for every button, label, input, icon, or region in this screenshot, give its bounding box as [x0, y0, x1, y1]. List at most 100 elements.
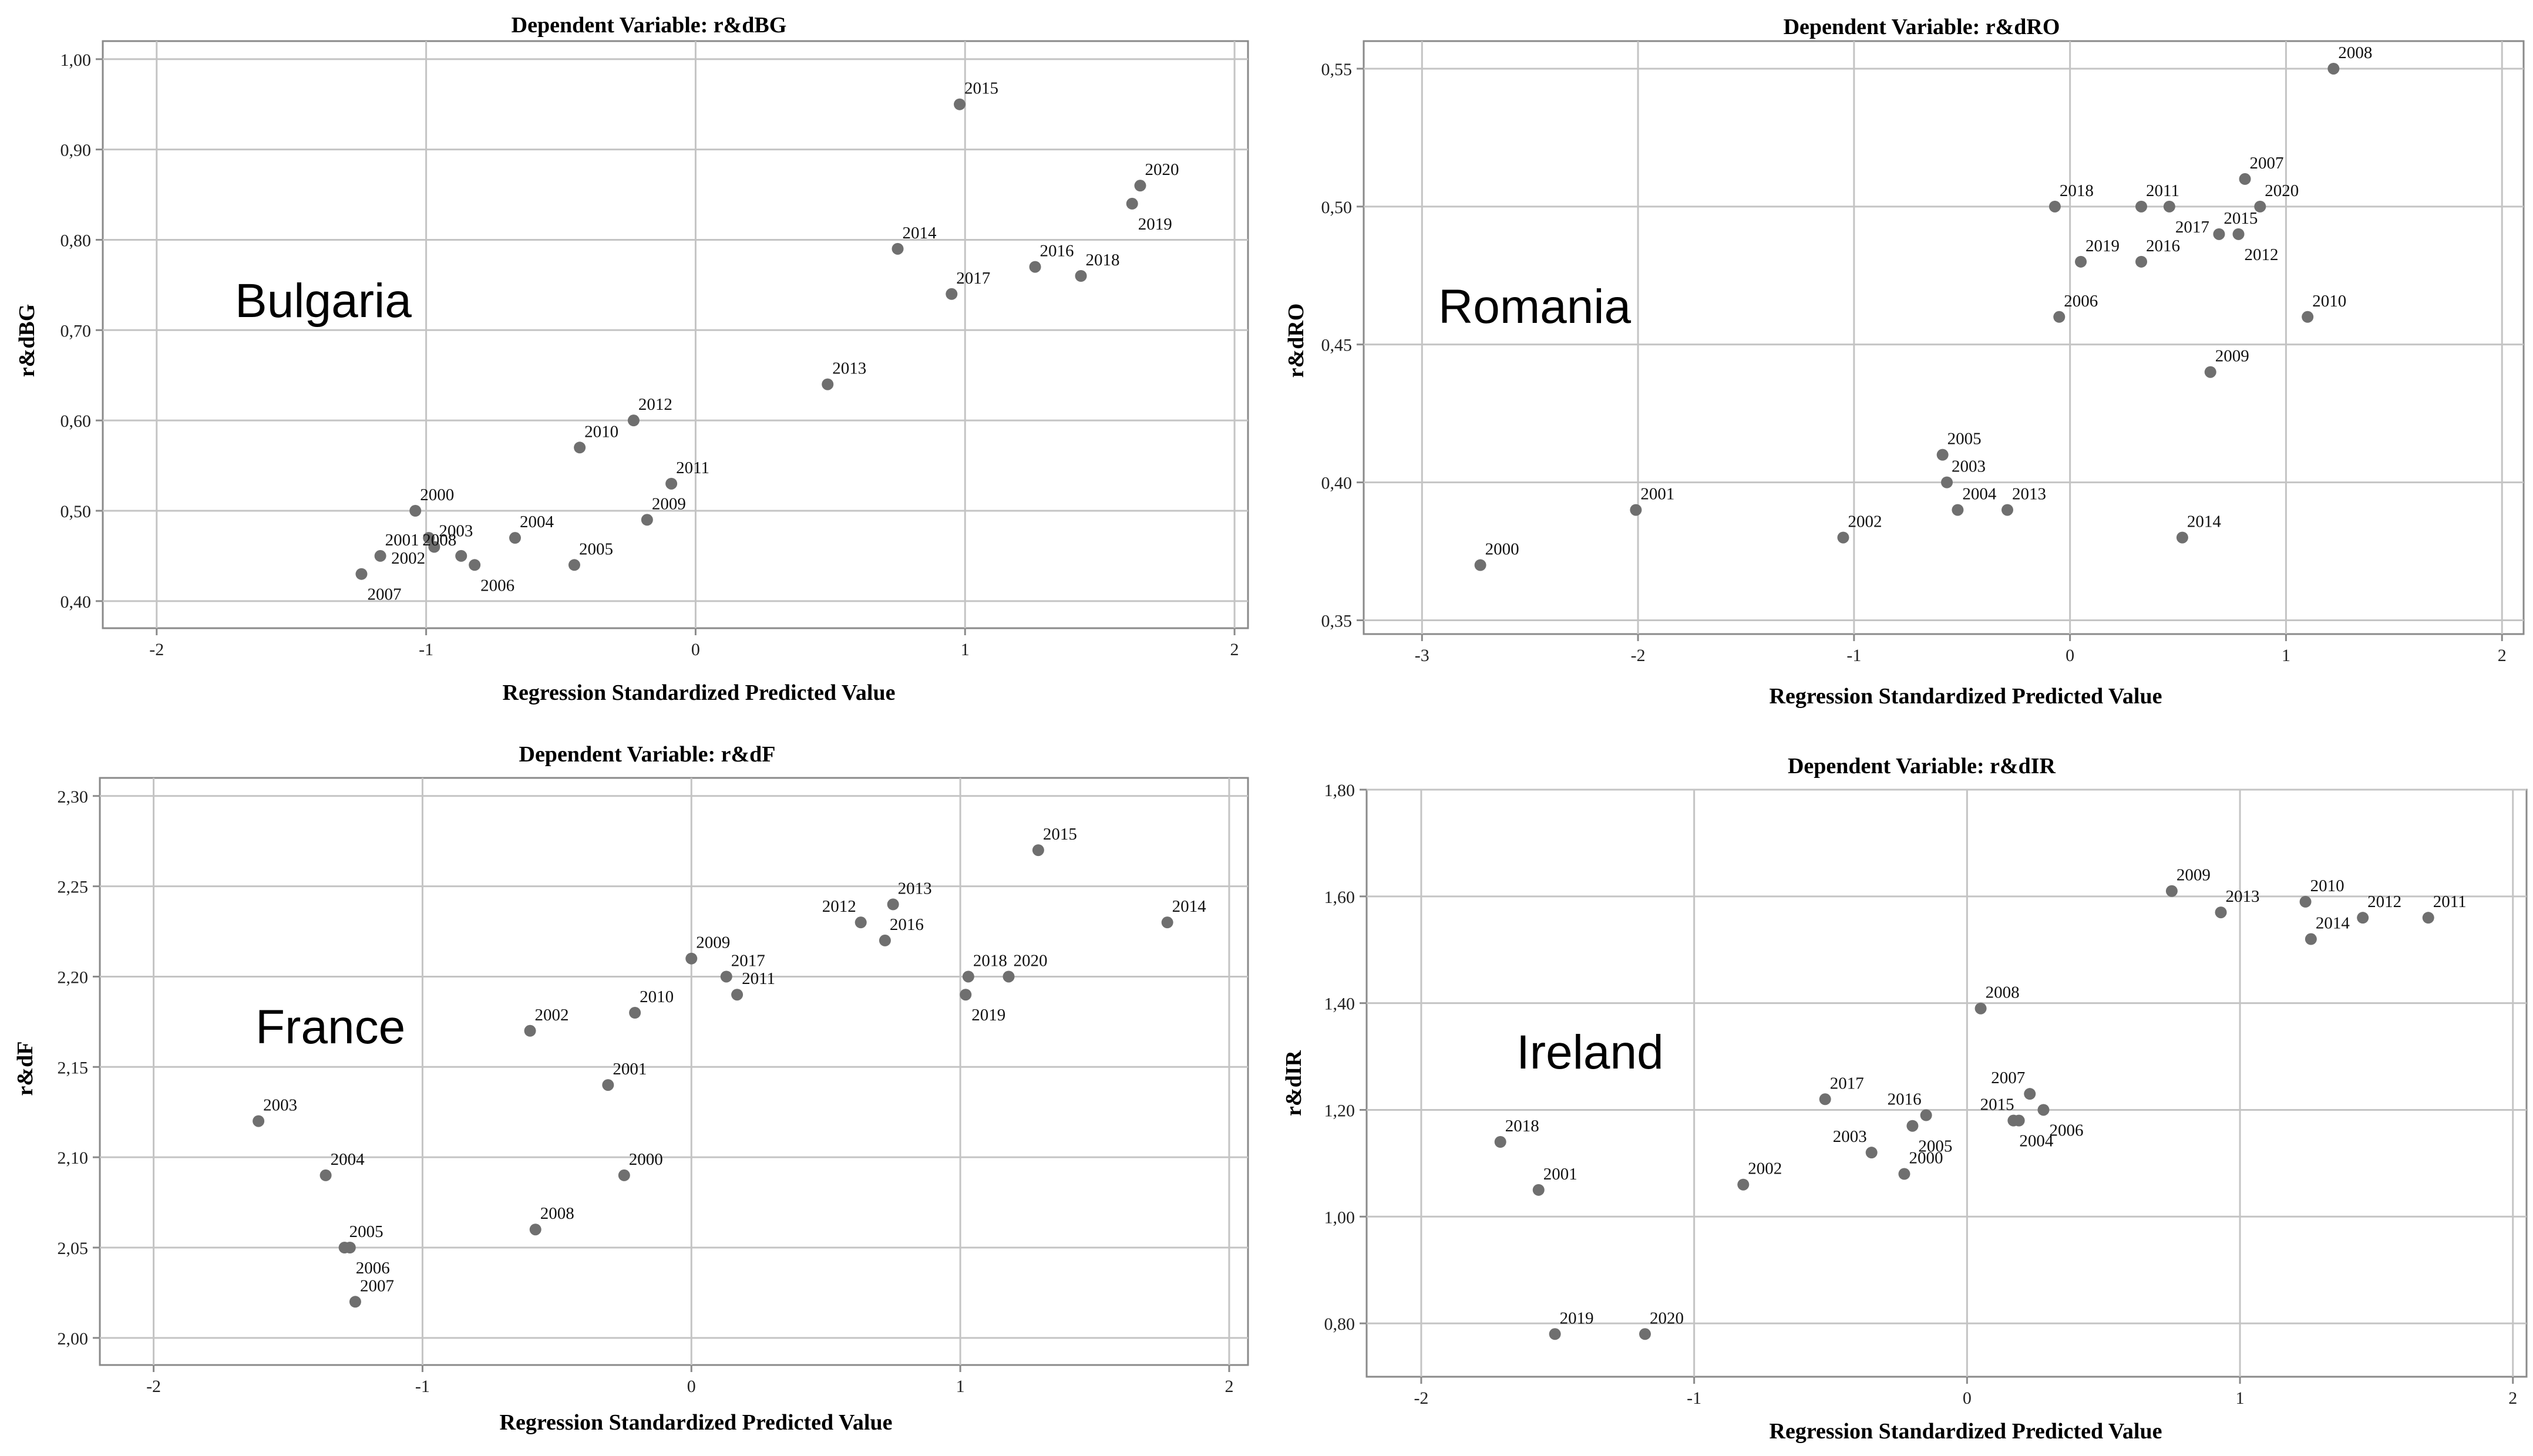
data-point-2003	[1865, 1147, 1878, 1159]
point-label: 2006	[2049, 1121, 2083, 1140]
point-label: 2000	[420, 486, 454, 504]
data-point-2018	[2048, 200, 2061, 213]
point-label: 2011	[2433, 892, 2467, 911]
data-point-2008	[529, 1224, 541, 1236]
data-point-2012	[2232, 228, 2245, 240]
point-label: 2017	[956, 269, 990, 288]
data-point-2012	[2357, 912, 2369, 924]
y-tick-label: 0,40	[1321, 474, 1353, 493]
y-tick-label: 0,90	[60, 141, 92, 160]
y-tick-label: 1,00	[60, 50, 92, 70]
data-point-2014	[2176, 531, 2188, 544]
data-point-2000	[618, 1169, 630, 1181]
data-point-2006	[469, 559, 481, 571]
data-point-2001	[602, 1079, 614, 1091]
data-point-2013	[887, 898, 899, 911]
data-point-2018	[1075, 270, 1087, 282]
y-tick-label: 2,30	[58, 787, 89, 807]
point-label: 2006	[480, 576, 514, 595]
point-label: 2016	[1040, 242, 1074, 261]
x-tick-label: -1	[1846, 646, 1861, 665]
data-point-2020	[1003, 970, 1015, 983]
x-tick-label: -3	[1415, 646, 1429, 665]
data-point-2010	[2302, 311, 2314, 323]
data-point-2004	[319, 1169, 332, 1181]
data-point-2013	[2001, 504, 2013, 516]
data-point-2005	[1936, 449, 1949, 461]
x-axis-title: Regression Standardized Predicted Value	[503, 680, 896, 705]
point-label: 2006	[2064, 292, 2098, 311]
x-tick-label: -1	[415, 1377, 430, 1396]
point-label: 2012	[2245, 245, 2279, 264]
data-point-2002	[423, 532, 435, 544]
x-tick-labels: -2 -1 0 1 2	[146, 1377, 1233, 1396]
point-label: 2013	[898, 879, 932, 898]
y-tick-labels: 0,40 0,50 0,60 0,70 0,80 0,90 1,00	[60, 50, 92, 612]
data-point-2004	[509, 532, 521, 544]
y-tick-label: 2,20	[58, 968, 89, 987]
point-label: 2003	[263, 1096, 297, 1115]
y-tick-label: 0,55	[1321, 60, 1353, 79]
point-label: 2014	[2316, 914, 2350, 933]
x-tick-label: -2	[146, 1377, 161, 1396]
point-label: 2001	[385, 531, 419, 550]
data-point-2015	[1032, 844, 1044, 857]
data-point-2003	[1941, 476, 1953, 488]
data-point-2019	[960, 989, 972, 1001]
data-point-2011	[665, 477, 678, 490]
country-annotation: France	[255, 1000, 405, 1054]
chart-title: Dependent Variable: r&dBG	[512, 13, 787, 38]
point-label: 2003	[1952, 457, 1986, 476]
data-points: 2000200120022003200420052006200720082009…	[253, 825, 1207, 1308]
point-label: 2013	[832, 359, 866, 378]
point-label: 2005	[1918, 1137, 1952, 1156]
point-label: 2009	[696, 933, 730, 952]
data-point-2019	[2075, 255, 2087, 268]
y-tick-label: 0,80	[60, 231, 92, 250]
x-axis-title: Regression Standardized Predicted Value	[500, 1410, 893, 1435]
plot-area	[102, 40, 1249, 629]
data-point-2015	[2213, 228, 2225, 240]
chart-ireland: 2000 2001 2002 2003 2004 2005 2006 2007 2008 2009…	[1281, 754, 2528, 1444]
point-label: 2015	[1043, 825, 1077, 844]
point-label: 2019	[2085, 237, 2120, 255]
x-tick-label: 1	[2282, 646, 2290, 665]
country-annotation: Romania	[1438, 280, 1632, 333]
data-point-2009	[2204, 366, 2216, 378]
y-tick-label: 2,15	[58, 1058, 89, 1077]
y-tick-labels: 0,80 1,00 1,20 1,40 1,60 1,80	[1324, 781, 1355, 1334]
data-point-2011	[2422, 912, 2434, 924]
point-label: 2003	[439, 522, 473, 541]
data-point-2008	[1974, 1002, 1987, 1015]
y-tick-label: 0,50	[1321, 198, 1353, 217]
data-point-2015	[2013, 1114, 2025, 1127]
data-point-2001	[374, 550, 386, 562]
y-tick-label: 0,45	[1321, 336, 1353, 355]
point-label: 2009	[2215, 347, 2249, 366]
point-label: 2011	[742, 969, 775, 988]
gridlines	[1357, 41, 2524, 641]
x-tick-label: 0	[1963, 1388, 1972, 1408]
x-tick-labels: -2 -1 0 1 2	[1414, 1388, 2517, 1408]
point-label: 2005	[1947, 430, 1982, 449]
point-label: 2015	[964, 79, 998, 98]
x-tick-labels: -3 -2 -1 0 1 2	[1415, 646, 2507, 665]
point-label: 2016	[890, 915, 924, 934]
x-axis-title: Regression Standardized Predicted Value	[1770, 684, 2162, 709]
point-label: 2010	[584, 422, 618, 441]
x-tick-label: 1	[956, 1377, 965, 1396]
country-annotation: Bulgaria	[235, 274, 412, 328]
y-axis-title: r&dRO	[1284, 304, 1308, 378]
point-label: 2007	[367, 585, 401, 604]
x-tick-label: -2	[1631, 646, 1646, 665]
point-label: 2012	[822, 897, 856, 916]
point-label: 2014	[1172, 897, 1207, 916]
point-label: 2011	[2146, 181, 2179, 200]
data-point-2006	[2053, 311, 2066, 323]
data-point-2000	[1898, 1168, 1910, 1180]
data-point-2000	[409, 505, 422, 517]
x-tick-label: 0	[687, 1377, 696, 1396]
point-label: 2014	[903, 224, 937, 242]
